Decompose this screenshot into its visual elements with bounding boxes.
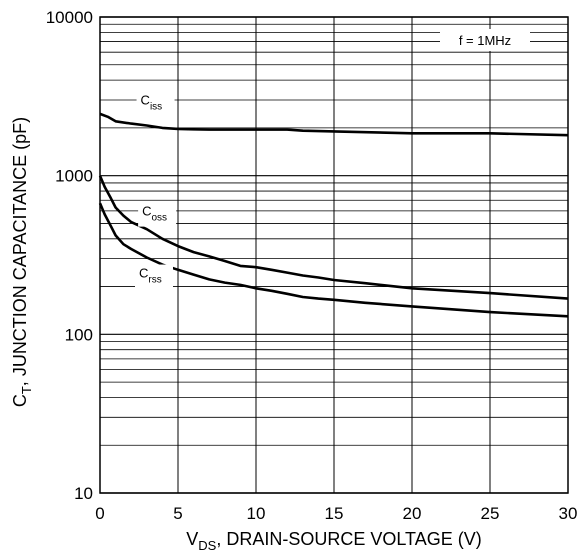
series-line-rss bbox=[98, 202, 569, 318]
frequency-annotation-background bbox=[440, 29, 530, 51]
plot-frame bbox=[99, 16, 569, 494]
x-axis-title-rest: , DRAIN-SOURCE VOLTAGE (V) bbox=[216, 529, 481, 549]
x-tick-label: 0 bbox=[95, 504, 104, 523]
series-label-oss: Coss bbox=[142, 204, 167, 224]
y-tick-label: 10 bbox=[74, 484, 93, 503]
grid-major bbox=[99, 16, 569, 494]
x-tick-label: 15 bbox=[325, 504, 344, 523]
y-tick-label: 100 bbox=[65, 325, 93, 344]
y-axis-title-main: C bbox=[10, 394, 30, 407]
y-tick-label: 10000 bbox=[46, 8, 93, 27]
y-axis-title-sub: T bbox=[19, 386, 34, 394]
series-line-iss bbox=[99, 112, 569, 137]
series-label-main: C bbox=[139, 266, 148, 281]
series-label-sub: iss bbox=[150, 102, 162, 113]
y-axis-title-rest: , JUNCTION CAPACITANCE (pF) bbox=[10, 117, 30, 386]
x-tick-labels: 0 5 10 15 20 25 30 bbox=[95, 504, 577, 523]
y-tick-labels: 10 100 1000 10000 bbox=[46, 8, 93, 503]
x-axis-title-sub: DS bbox=[198, 538, 216, 552]
x-tick-label: 5 bbox=[173, 504, 182, 523]
series-label-background bbox=[136, 91, 175, 116]
series-label-sub: rss bbox=[148, 275, 161, 286]
x-tick-label: 30 bbox=[559, 504, 578, 523]
x-tick-label: 10 bbox=[247, 504, 266, 523]
series-label-rss: Crss bbox=[139, 266, 162, 286]
y-tick-label: 1000 bbox=[55, 167, 93, 186]
series-label-sub: oss bbox=[152, 213, 168, 224]
x-axis-title-main: V bbox=[186, 529, 198, 549]
frequency-annotation: f = 1MHz bbox=[459, 33, 511, 48]
series-label-main: C bbox=[142, 204, 151, 219]
series-label-background bbox=[138, 202, 177, 227]
series-label-iss: Ciss bbox=[141, 93, 163, 113]
y-axis-title: CT, JUNCTION CAPACITANCE (pF) bbox=[10, 117, 34, 407]
series-label-background bbox=[135, 264, 173, 289]
series-line-oss bbox=[98, 175, 569, 300]
series-label-main: C bbox=[141, 93, 150, 108]
series-lines bbox=[98, 112, 569, 318]
x-tick-label: 25 bbox=[481, 504, 500, 523]
x-tick-label: 20 bbox=[403, 504, 422, 523]
x-axis-title: VDS, DRAIN-SOURCE VOLTAGE (V) bbox=[186, 529, 481, 552]
